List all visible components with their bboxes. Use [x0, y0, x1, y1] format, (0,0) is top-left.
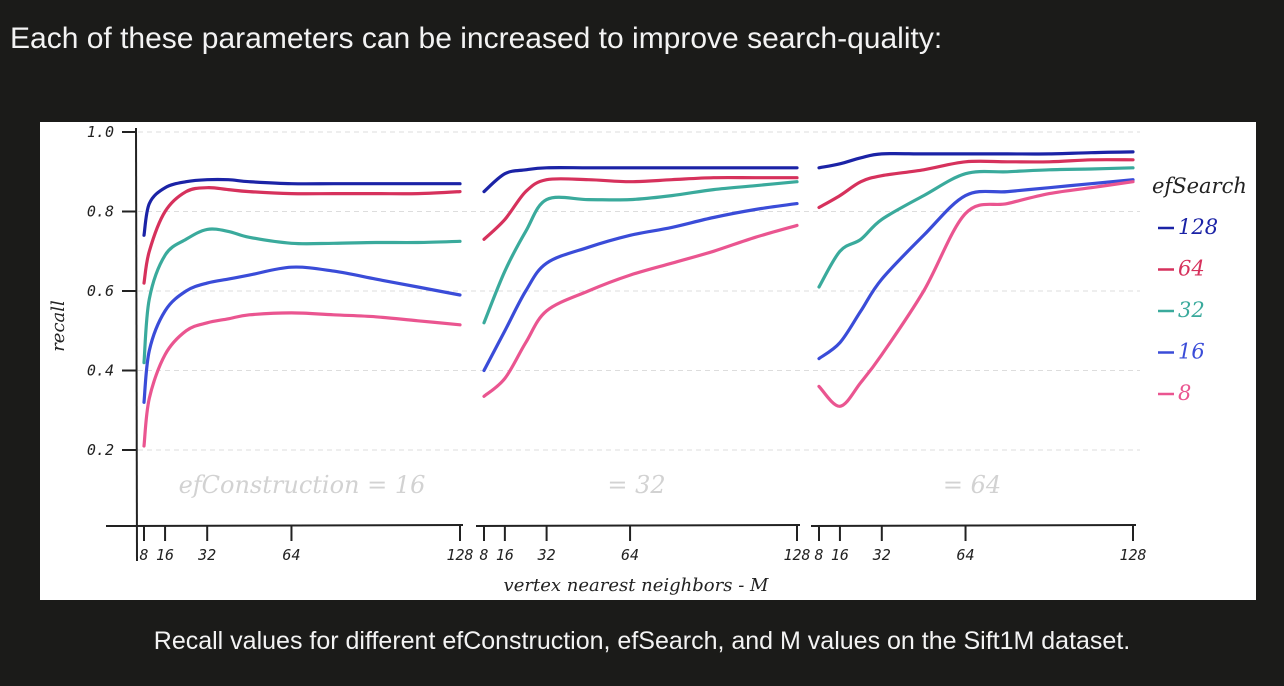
- x-axis-line: [810, 524, 1137, 527]
- intro-heading: Each of these parameters can be increase…: [10, 22, 943, 55]
- x-tick-label: 64: [621, 546, 639, 564]
- panel-label: = 32: [607, 471, 665, 499]
- chart-background: [40, 122, 1256, 600]
- legend-entry-8: 8: [1178, 381, 1191, 405]
- x-tick-label: 8: [479, 546, 488, 564]
- series-line-efsearch-16: [482, 202, 799, 373]
- series-line-efsearch-64: [817, 158, 1135, 210]
- series-line-efsearch-64: [482, 175, 799, 241]
- series-line-efsearch-64: [142, 186, 462, 285]
- series-line-efsearch-32: [142, 227, 462, 365]
- figure-caption: Recall values for different efConstructi…: [153, 627, 1131, 655]
- series-line-efsearch-128: [142, 177, 462, 237]
- legend-title: efSearch: [1152, 174, 1247, 198]
- legend-entry-64: 64: [1178, 257, 1205, 281]
- x-tick-label: 32: [872, 546, 891, 564]
- legend: efSearch 128 64 32 16 8: [1152, 174, 1247, 405]
- x-axis-line: [475, 524, 801, 527]
- series-line-efsearch-8: [482, 223, 799, 398]
- series-line-efsearch-32: [817, 166, 1135, 289]
- x-tick-label: 32: [197, 546, 216, 564]
- series-lines: [142, 150, 1135, 448]
- y-axis-title: recall: [48, 300, 69, 352]
- y-tick-label: 0.8: [87, 203, 114, 221]
- y-axis-line: [135, 127, 138, 562]
- x-tick-label: 16: [156, 546, 174, 564]
- panel-labels: efConstruction = 16 = 32 = 64: [179, 471, 1002, 499]
- y-tick-label: 0.6: [87, 282, 114, 300]
- x-tick-label: 64: [282, 546, 300, 564]
- series-line-efsearch-32: [482, 180, 799, 325]
- panel-label: efConstruction = 16: [179, 471, 426, 499]
- y-tick-label: 0.4: [87, 362, 114, 380]
- series-line-efsearch-8: [817, 180, 1135, 408]
- legend-entry-16: 16: [1178, 340, 1205, 364]
- x-tick-label: 128: [783, 546, 810, 564]
- y-tick-label: 1.0: [87, 123, 114, 141]
- gridlines: [138, 131, 1140, 451]
- x-tick-label: 128: [1119, 546, 1146, 564]
- series-line-efsearch-128: [482, 166, 799, 194]
- y-tick-label: 0.2: [87, 441, 114, 459]
- x-axis-line: [105, 524, 464, 527]
- legend-entry-128: 128: [1178, 215, 1218, 239]
- recall-figure: 0.2 0.4 0.6 0.8 1.0 recall 8 16 32 64 128 8 16 32 64 12…: [40, 122, 1256, 600]
- x-tick-label: 8: [814, 546, 823, 564]
- x-tick-label: 16: [496, 546, 514, 564]
- x-tick-label: 16: [831, 546, 849, 564]
- x-tick-label: 8: [139, 546, 148, 564]
- x-tick-label: 64: [957, 546, 975, 564]
- series-line-efsearch-16: [142, 265, 462, 404]
- x-axis-title: vertex nearest neighbors - M: [504, 575, 769, 596]
- series-line-efsearch-128: [817, 150, 1135, 170]
- x-tick-label: 32: [537, 546, 556, 564]
- x-tick-label: 128: [446, 546, 473, 564]
- series-line-efsearch-8: [142, 311, 462, 448]
- legend-entry-32: 32: [1178, 298, 1205, 322]
- series-line-efsearch-16: [817, 178, 1135, 361]
- panel-label: = 64: [943, 471, 1001, 499]
